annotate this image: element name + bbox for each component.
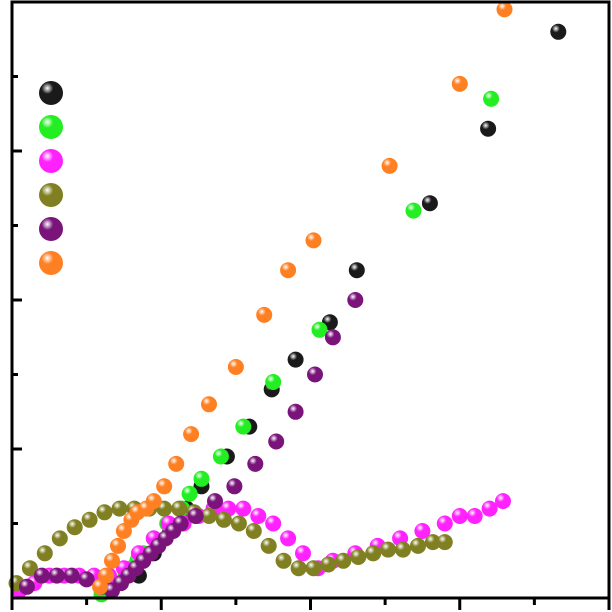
series-5 [92,1,513,595]
data-point [287,351,304,368]
data-point [295,545,311,562]
data-point [451,75,468,92]
data-point [550,23,567,40]
legend-marker-0 [39,81,63,105]
series-4 [18,292,364,599]
data-point [226,478,243,495]
data-point [193,470,210,487]
data-point [466,508,483,524]
data-point [81,511,98,528]
data-point [324,329,341,346]
data-point [280,530,297,547]
data-point [311,321,328,338]
data-point [265,515,282,532]
data-point [480,120,497,137]
data-point [78,571,95,588]
data-point [63,567,80,584]
legend [39,81,63,275]
data-point [256,306,273,323]
axes [10,0,611,610]
data-point [33,567,50,584]
data-point [187,508,204,524]
data-point [350,549,367,565]
data-point [201,396,217,413]
data-point [365,545,382,562]
data-point [18,578,35,595]
data-point [495,493,511,510]
data-point [36,545,53,562]
data-point [280,262,297,279]
data-point [183,426,200,443]
data-point [260,537,277,554]
legend-marker-5 [39,251,63,275]
legend-marker-3 [39,183,63,207]
data-point [156,478,173,495]
data-point [275,552,292,569]
data-point [66,519,83,536]
data-point [104,552,120,569]
data-point [207,493,223,510]
data-point [307,366,323,383]
data-point [181,485,198,502]
data-point [245,523,262,539]
data-point [347,292,364,308]
data-point [436,534,453,551]
data-point [395,541,411,558]
data-point [48,567,65,584]
data-point [451,508,468,524]
data-point [287,403,304,420]
data-point [145,493,162,510]
data-point [172,515,189,532]
data-point [21,560,38,577]
data-point [212,448,229,465]
data-point [111,500,128,517]
data-point [421,195,438,212]
data-point [168,455,185,472]
data-point [290,560,307,577]
series-layer [8,1,567,603]
data-point [380,541,397,558]
data-point [171,500,188,517]
legend-marker-1 [39,115,63,139]
data-point [250,508,267,524]
data-point [115,523,132,539]
data-point [436,515,453,532]
data-point [496,1,513,18]
data-point [227,359,244,375]
data-point [235,418,252,435]
data-point [410,537,426,554]
legend-marker-2 [39,149,63,173]
data-point [230,515,247,532]
data-point [481,500,498,517]
data-point [235,500,252,517]
data-point [348,262,365,279]
legend-marker-4 [39,217,63,241]
data-point [320,556,337,573]
data-point [381,157,398,174]
data-point [265,374,282,390]
data-point [424,534,441,551]
data-point [201,508,217,524]
data-point [51,530,68,547]
data-point [110,537,126,554]
data-point [215,511,232,528]
data-point [335,552,352,569]
data-point [414,523,431,539]
data-point [483,90,500,107]
data-point [268,433,285,450]
data-point [96,504,113,521]
data-point [98,567,114,584]
data-point [305,560,322,577]
data-point [405,202,422,219]
data-point [305,232,322,249]
data-point [247,455,264,472]
